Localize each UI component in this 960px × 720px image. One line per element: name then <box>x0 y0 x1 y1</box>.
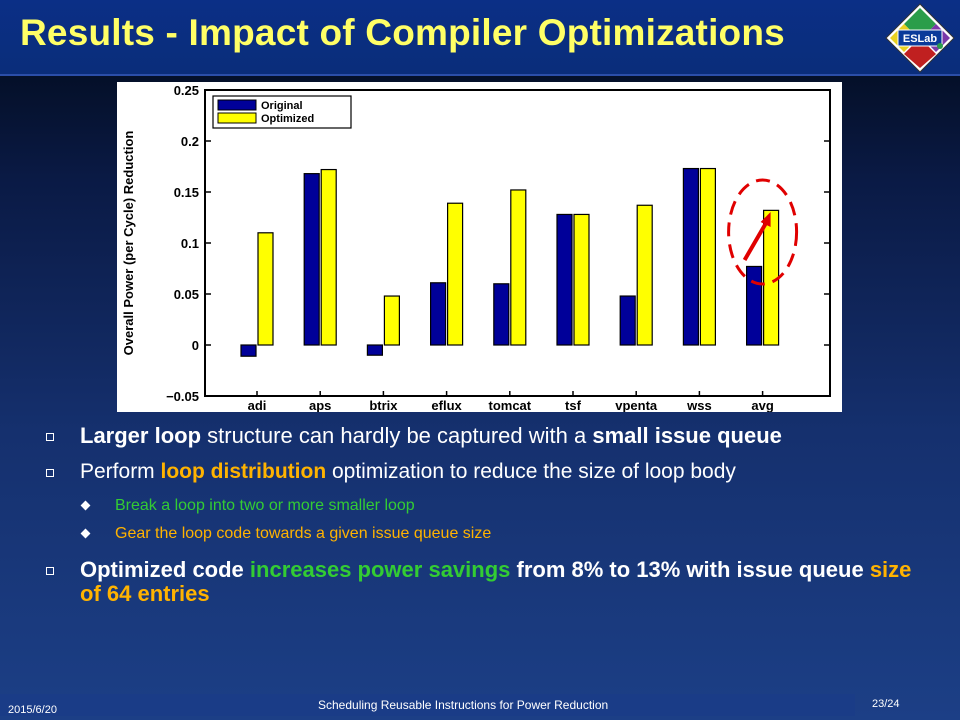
sub-bullet-2-text: Gear the loop code towards a given issue… <box>115 525 492 542</box>
square-bullet-icon <box>46 469 54 477</box>
bar-tsf-original <box>556 213 573 346</box>
bar-vpenta-original <box>619 295 636 346</box>
y-tick-label: 0.2 <box>181 134 199 149</box>
square-bullet-icon <box>46 433 54 441</box>
bar-eflux-original <box>430 282 447 346</box>
footer-page-number: 23/24 <box>872 698 900 710</box>
sub-bullet-gear-loop: Gear the loop code towards a given issue… <box>40 524 920 544</box>
diamond-bullet-icon <box>80 528 91 539</box>
bar-eflux-optimized <box>447 202 464 346</box>
bar-btrix-original <box>366 344 383 356</box>
chart-axes <box>204 89 831 397</box>
y-tick-label: 0 <box>192 338 199 353</box>
x-tick-label-vpenta: vpenta <box>615 398 658 412</box>
y-tick-label: 0.15 <box>174 185 199 200</box>
bar-aps-original <box>303 173 320 346</box>
bar-wss-optimized <box>699 167 717 346</box>
x-tick-label-aps: aps <box>309 398 331 412</box>
legend-label-original: Original <box>261 100 303 112</box>
eslab-logo: ESLab <box>885 3 955 73</box>
bullet1-part1: Larger loop <box>80 423 202 448</box>
bullet1-part2: structure can hardly be captured with a <box>201 423 593 448</box>
bar-avg-optimized <box>762 209 780 346</box>
y-axis-label: Overall Power (per Cycle) Reduction <box>121 131 136 356</box>
chart-bars <box>240 167 780 357</box>
bar-vpenta-optimized <box>636 204 653 346</box>
bar-adi-original <box>240 344 257 357</box>
x-tick-label-btrix: btrix <box>369 398 398 412</box>
bullet1-part3: small issue queue <box>592 423 782 448</box>
bar-avg-original <box>745 265 763 346</box>
legend-swatch-optimized <box>217 112 257 124</box>
bullet-large-loop: Larger loop structure can hardly be capt… <box>40 424 920 448</box>
footer-date: 2015/6/20 <box>8 704 57 716</box>
y-tick-label: 0.05 <box>174 287 199 302</box>
bullet-list: Larger loop structure can hardly be capt… <box>40 424 920 618</box>
bullet-loop-distribution: Perform loop distribution optimization t… <box>40 460 920 484</box>
bullet3-part4: size of 64 entries <box>80 557 912 606</box>
bar-btrix-optimized <box>383 295 400 346</box>
footer-title: Scheduling Reusable Instructions for Pow… <box>318 698 609 712</box>
bar-wss-original <box>682 167 700 346</box>
slide-title: Results - Impact of Compiler Optimizatio… <box>20 12 785 53</box>
bar-tsf-optimized <box>573 213 590 346</box>
chart-panel: −0.05 0 0.05 0.1 0.15 0.2 0.25 adi aps btrix eflu… <box>117 82 842 413</box>
bullet-optimized-code: Optimized code increases power savings f… <box>40 558 920 606</box>
arrow-shaft <box>742 220 769 262</box>
bullet2-part3: optimization to reduce the size of loop … <box>326 460 736 483</box>
x-tick-label-avg: avg <box>751 398 773 412</box>
legend-swatch-original <box>217 99 257 111</box>
title-bar: Results - Impact of Compiler Optimizatio… <box>0 0 960 76</box>
sub-bullet-break-loop: Break a loop into two or more smaller lo… <box>40 496 920 516</box>
bullet3-part3: from 8% to 13% with issue queue <box>510 557 870 582</box>
diamond-bullet-icon <box>80 500 91 511</box>
logo-text: ESLab <box>903 33 938 45</box>
y-tick-labels: −0.05 0 0.05 0.1 0.15 0.2 0.25 <box>166 83 199 404</box>
x-tick-label-adi: adi <box>248 398 267 412</box>
dashed-ellipse <box>727 178 799 286</box>
bar-aps-optimized <box>320 168 337 346</box>
bar-tomcat-optimized <box>510 189 527 346</box>
legend-label-optimized: Optimized <box>261 113 314 125</box>
x-tick-labels: adi aps btrix eflux tomcat tsf vpenta wss avg <box>248 398 774 413</box>
square-bullet-icon <box>46 567 54 575</box>
bullet2-part2: loop distribution <box>160 460 327 483</box>
bar-adi-optimized <box>257 232 274 346</box>
x-tick-label-eflux: eflux <box>431 398 462 412</box>
y-tick-label: 0.25 <box>174 83 199 98</box>
arrow-head <box>760 212 771 227</box>
avg-improvement-annotation <box>727 178 799 286</box>
bar-chart: −0.05 0 0.05 0.1 0.15 0.2 0.25 adi aps btrix eflu… <box>121 83 831 413</box>
bar-tomcat-original <box>493 283 510 346</box>
logo-diamond <box>885 3 955 73</box>
x-tick-label-tsf: tsf <box>565 398 582 412</box>
bullet2-part1: Perform <box>80 460 161 483</box>
x-tick-label-wss: wss <box>686 398 712 412</box>
x-tick-label-tomcat: tomcat <box>488 398 531 412</box>
bullet3-part1: Optimized code <box>80 557 250 582</box>
footer-bar <box>0 694 855 716</box>
y-tick-label: 0.1 <box>181 236 199 251</box>
y-tick-label: −0.05 <box>166 389 199 404</box>
footer: 2015/6/20 Scheduling Reusable Instructio… <box>0 694 960 720</box>
sub-bullet-1-text: Break a loop into two or more smaller lo… <box>115 497 415 514</box>
bullet3-part2: increases power savings <box>249 557 511 582</box>
